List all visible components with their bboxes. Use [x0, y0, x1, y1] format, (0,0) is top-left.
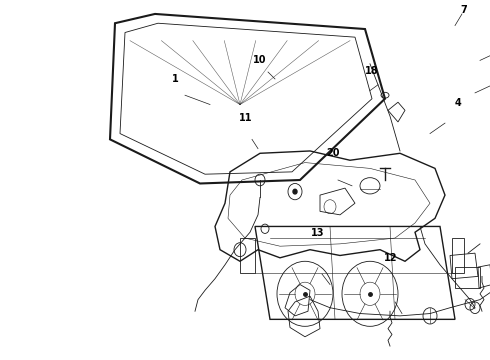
Text: 18: 18 [365, 66, 379, 76]
Text: 12: 12 [384, 253, 398, 263]
Bar [455, 267, 480, 288]
Circle shape [293, 189, 297, 194]
Text: 4: 4 [455, 98, 462, 108]
Text: 20: 20 [326, 148, 340, 158]
Text: 7: 7 [461, 5, 467, 15]
Bar [452, 238, 464, 273]
Text: 1: 1 [172, 74, 178, 84]
Bar [240, 238, 255, 273]
Text: 13: 13 [311, 228, 325, 238]
Text: 11: 11 [239, 113, 253, 123]
Text: 10: 10 [253, 55, 267, 65]
